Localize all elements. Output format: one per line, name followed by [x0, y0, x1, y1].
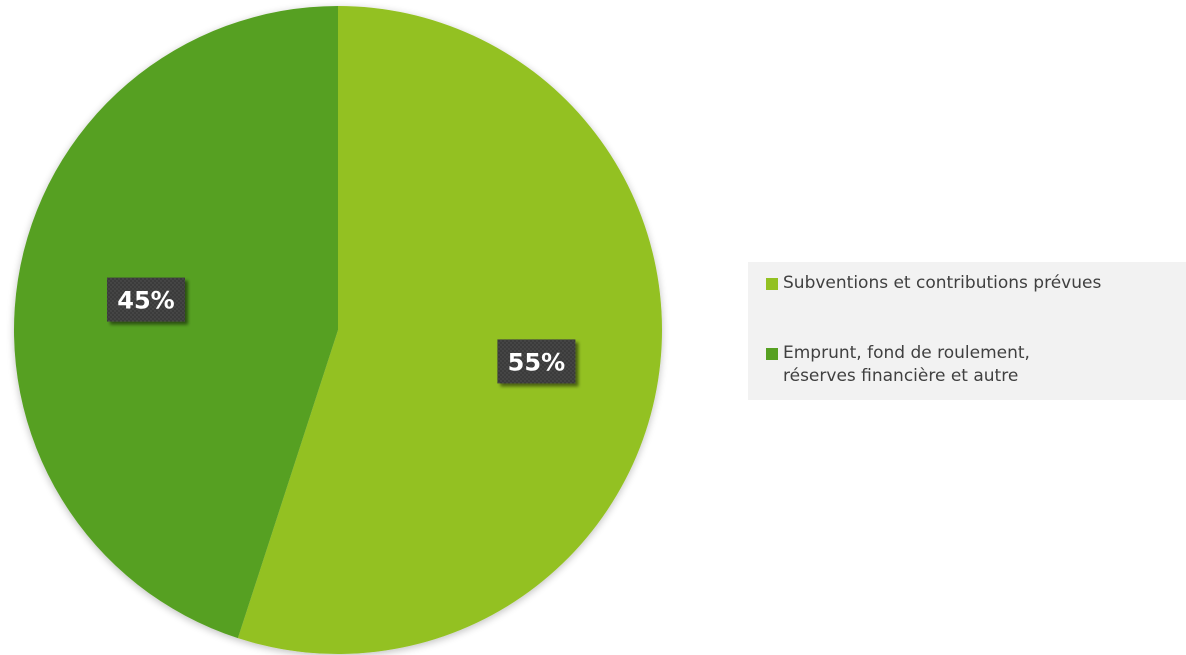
data-label-emprunt: 45%: [106, 277, 185, 322]
legend-item-emprunt: Emprunt, fond de roulement, réserves fin…: [766, 342, 1103, 388]
pie-chart: 55% 45%: [13, 6, 662, 654]
data-label-text: 45%: [117, 287, 174, 315]
legend-swatch-subventions: [766, 278, 778, 290]
data-label-subventions: 55%: [497, 339, 576, 384]
chart-legend: Subventions et contributions prévues Emp…: [748, 262, 1186, 400]
data-label-box: [106, 277, 185, 322]
pie-slice-emprunt: [13, 6, 339, 639]
legend-label-subventions: Subventions et contributions prévues: [783, 273, 1102, 293]
pie-slice-subventions: [237, 6, 662, 654]
data-label-text: 55%: [508, 348, 565, 376]
legend-item-subventions: Subventions et contributions prévues: [766, 272, 1103, 295]
data-label-box: [497, 339, 576, 384]
legend-swatch-emprunt: [766, 348, 778, 360]
legend-label-emprunt: Emprunt, fond de roulement, réserves fin…: [783, 343, 1030, 386]
